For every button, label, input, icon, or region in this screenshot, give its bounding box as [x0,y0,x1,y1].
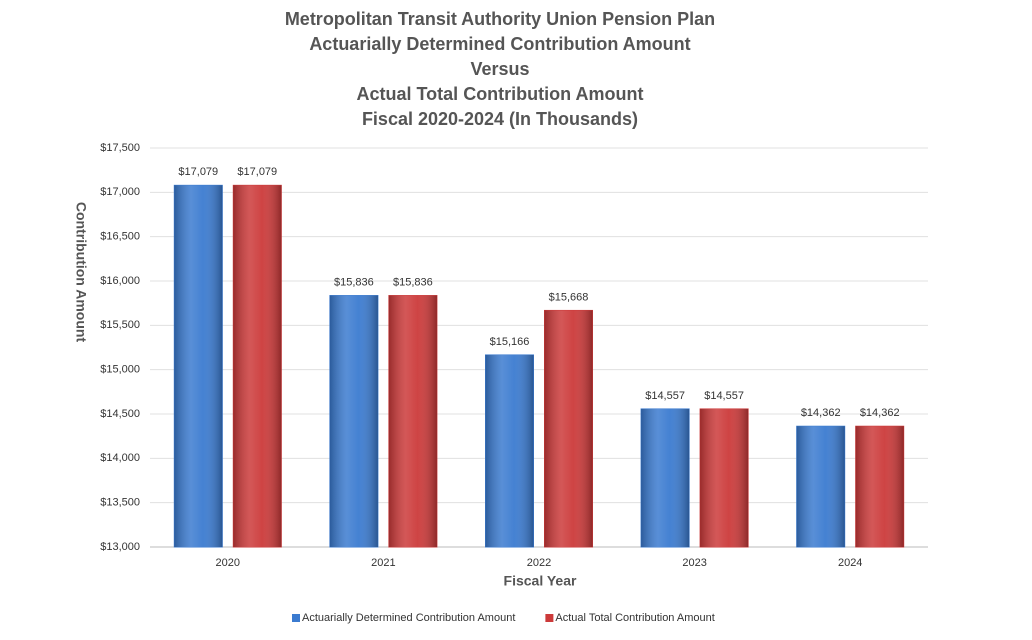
value-label: $15,836 [393,276,433,288]
y-tick-label: $14,500 [100,408,140,420]
bar-shade [485,354,534,547]
chart-title: Versus [470,59,529,79]
legend-label: Actuarially Determined Contribution Amou… [302,612,515,624]
value-label: $15,668 [549,291,589,303]
value-label: $14,557 [645,390,685,402]
value-label: $14,362 [860,407,900,419]
legend-label: Actual Total Contribution Amount [555,612,714,624]
bar-shade [641,408,690,547]
y-tick-label: $14,000 [100,452,140,464]
x-axis-title: Fiscal Year [504,573,577,589]
y-tick-label: $17,000 [100,186,140,198]
bar-shade [796,426,845,547]
y-tick-label: $13,500 [100,497,140,509]
value-label: $17,079 [237,166,277,178]
bar-shade [700,408,749,547]
y-tick-label: $15,500 [100,319,140,331]
bar-shade [329,295,378,547]
chart-title: Metropolitan Transit Authority Union Pen… [285,9,715,29]
bar-shade [174,185,223,547]
x-tick-label: 2020 [216,557,240,569]
legend-swatch [545,614,554,622]
x-tick-label: 2023 [682,557,706,569]
x-tick-label: 2022 [527,557,551,569]
chart-title: Actual Total Contribution Amount [357,84,644,104]
value-label: $15,166 [490,336,530,348]
value-label: $17,079 [178,166,218,178]
value-label: $14,557 [704,390,744,402]
legend-swatch [292,614,300,622]
bar-shade [855,426,904,547]
bar-shade [388,295,437,547]
bar-shade [544,310,593,547]
x-tick-label: 2021 [371,557,395,569]
y-axis-title: Contribution Amount [73,202,89,343]
chart-title: Fiscal 2020-2024 (In Thousands) [362,109,638,129]
y-tick-label: $15,000 [100,364,140,376]
x-tick-label: 2024 [838,557,862,569]
value-label: $14,362 [801,407,841,419]
y-tick-label: $16,000 [100,275,140,287]
value-label: $15,836 [334,276,374,288]
chart-title: Actuarially Determined Contribution Amou… [309,34,690,54]
bar-shade [233,185,282,547]
y-tick-label: $16,500 [100,231,140,243]
y-tick-label: $17,500 [100,142,140,154]
y-tick-label: $13,000 [100,541,140,553]
